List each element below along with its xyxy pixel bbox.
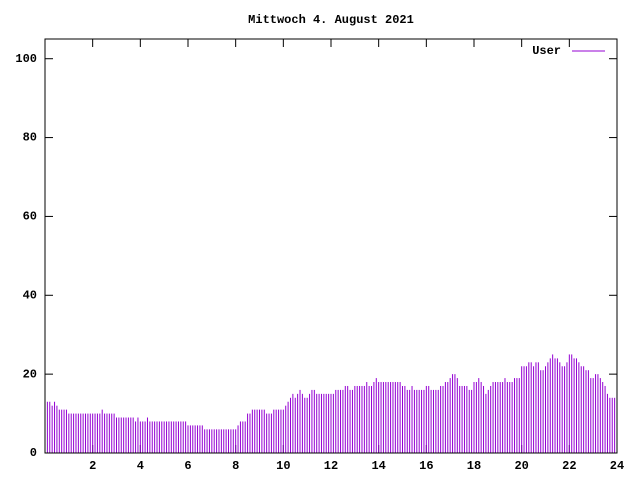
x-tick-label: 6 <box>184 459 191 473</box>
legend-label: User <box>532 44 561 58</box>
x-tick-label: 20 <box>514 459 528 473</box>
x-tick-label: 24 <box>610 459 624 473</box>
chart-title: Mittwoch 4. August 2021 <box>248 13 414 27</box>
y-tick-label: 40 <box>23 288 37 302</box>
y-tick-label: 80 <box>23 131 37 145</box>
plot-border <box>44 38 618 454</box>
x-tick-label: 16 <box>419 459 433 473</box>
x-tick-label: 2 <box>89 459 96 473</box>
y-tick-label: 20 <box>23 367 37 381</box>
x-tick-label: 12 <box>324 459 338 473</box>
x-tick-label: 14 <box>371 459 385 473</box>
y-tick-label: 0 <box>30 446 37 460</box>
x-tick-label: 4 <box>137 459 144 473</box>
y-tick-label: 60 <box>23 210 37 224</box>
x-tick-label: 18 <box>467 459 481 473</box>
x-tick-label: 8 <box>232 459 239 473</box>
x-tick-label: 10 <box>276 459 290 473</box>
y-tick-label: 100 <box>15 52 37 66</box>
x-tick-label: 22 <box>562 459 576 473</box>
